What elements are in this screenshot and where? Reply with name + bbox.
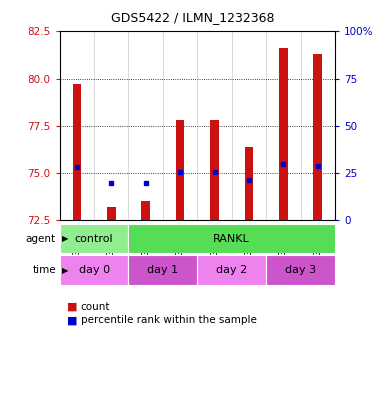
Text: percentile rank within the sample: percentile rank within the sample [81, 315, 257, 325]
Text: GDS5422 / ILMN_1232368: GDS5422 / ILMN_1232368 [111, 11, 274, 24]
Text: agent: agent [26, 234, 56, 244]
Text: day 3: day 3 [285, 265, 316, 275]
Bar [210, 120, 219, 220]
Bar [244, 147, 253, 220]
Text: count: count [81, 301, 110, 312]
Text: ■: ■ [67, 301, 78, 312]
Bar [129, 224, 335, 253]
Bar [279, 48, 288, 220]
Bar [73, 84, 81, 220]
Text: ■: ■ [67, 315, 78, 325]
Bar [60, 255, 129, 285]
Bar [129, 255, 197, 285]
Bar [197, 255, 266, 285]
Bar [176, 120, 184, 220]
Text: control: control [75, 234, 114, 244]
Bar [60, 224, 129, 253]
Text: ▶: ▶ [62, 234, 68, 243]
Text: day 2: day 2 [216, 265, 247, 275]
Text: RANKL: RANKL [213, 234, 250, 244]
Text: day 0: day 0 [79, 265, 110, 275]
Bar [141, 201, 150, 220]
Bar [313, 54, 322, 220]
Text: ▶: ▶ [62, 266, 68, 275]
Text: time: time [32, 265, 56, 275]
Bar [266, 255, 335, 285]
Bar [107, 207, 116, 220]
Text: day 1: day 1 [147, 265, 179, 275]
